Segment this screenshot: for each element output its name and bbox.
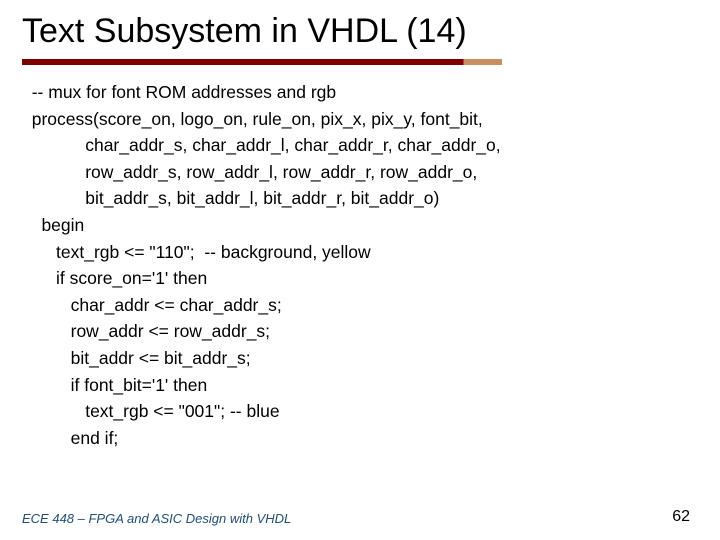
- title-underline: [22, 59, 502, 65]
- footer-page-number: 62: [672, 508, 690, 526]
- footer-course: ECE 448 – FPGA and ASIC Design with VHDL: [22, 511, 291, 526]
- code-block: -- mux for font ROM addresses and rgb pr…: [22, 79, 698, 451]
- slide: Text Subsystem in VHDL (14) -- mux for f…: [0, 0, 720, 540]
- slide-title: Text Subsystem in VHDL (14): [22, 12, 698, 51]
